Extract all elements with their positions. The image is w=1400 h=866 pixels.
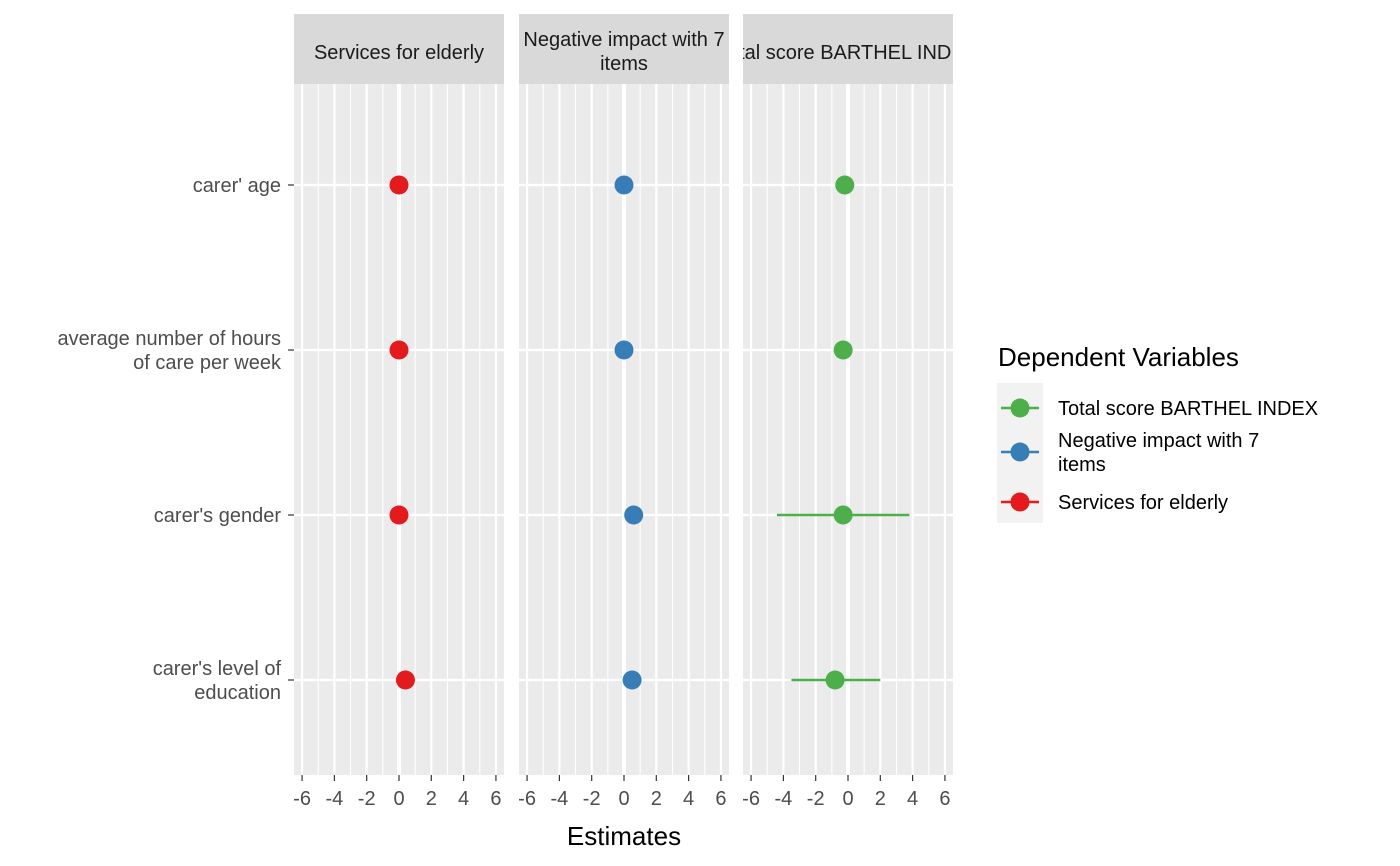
estimate-point <box>389 175 409 195</box>
facet-panel-total-score-barthel-index: Total score BARTHEL INDEX <box>718 14 978 775</box>
legend-entry-label: Total score BARTHEL INDEX <box>1058 398 1318 420</box>
y-axis: carer' age average number of hours of care… <box>58 175 294 704</box>
x-tick-label: 6 <box>939 788 950 810</box>
x-tick-label: 4 <box>683 788 694 810</box>
legend-title: Dependent Variables <box>998 342 1239 372</box>
x-axis: -6 -4 -2 0 2 4 6 -6 -4 -2 0 2 4 6 -6 -4 -2 0 2 4 6 <box>293 775 950 810</box>
text-line: Negative impact with 7 <box>523 29 724 51</box>
x-tick-label: 0 <box>618 788 629 810</box>
x-axis-title: Estimates <box>567 821 681 851</box>
text-line: items <box>1058 454 1106 476</box>
x-tick-label: 0 <box>842 788 853 810</box>
text-line: Services for elderly <box>1058 492 1228 514</box>
x-tick-label: 2 <box>875 788 886 810</box>
text-line: Services for elderly <box>314 42 484 64</box>
legend-key-point <box>1010 398 1030 418</box>
x-tick-label: -2 <box>583 788 601 810</box>
x-tick-label: -6 <box>742 788 760 810</box>
y-tick-label: average number of hours of care per week <box>58 328 282 374</box>
text-line: average number of hours <box>58 328 281 350</box>
text-line: of care per week <box>133 352 282 374</box>
x-tick-label: 6 <box>490 788 501 810</box>
strip-label: Negative impact with 7 items <box>523 29 724 75</box>
strip-background <box>743 14 953 84</box>
legend-key-point <box>1010 442 1030 462</box>
x-tick-label: -4 <box>774 788 792 810</box>
y-tick-label: carer' age <box>193 175 281 197</box>
x-tick-label: 4 <box>907 788 918 810</box>
strip-background <box>294 14 504 84</box>
text-line: Total score BARTHEL INDEX <box>1058 398 1318 420</box>
text-line: Total score BARTHEL INDEX <box>718 42 978 64</box>
x-tick-label: 6 <box>715 788 726 810</box>
x-tick-label: 2 <box>426 788 437 810</box>
legend-entry-label: Negative impact with 7 items <box>1058 430 1259 476</box>
x-tick-label: 0 <box>393 788 404 810</box>
estimate-point <box>614 340 634 360</box>
text-line: carer' age <box>193 175 281 197</box>
estimate-point <box>624 505 644 525</box>
text-line: education <box>194 682 281 704</box>
x-tick-label: -4 <box>325 788 343 810</box>
x-tick-label: -6 <box>518 788 536 810</box>
x-tick-label: -6 <box>293 788 311 810</box>
estimate-point <box>389 505 409 525</box>
estimate-point <box>825 670 845 690</box>
estimate-point <box>389 340 409 360</box>
text-line: items <box>600 53 648 75</box>
strip-background <box>519 14 729 84</box>
estimate-point <box>395 670 415 690</box>
legend-entry-label: Services for elderly <box>1058 492 1228 514</box>
facet-panels: Services for elderly Negative impact with… <box>294 14 978 775</box>
x-tick-label: -2 <box>807 788 825 810</box>
y-tick-label: carer's gender <box>154 505 282 527</box>
strip-label: Services for elderly <box>314 42 484 64</box>
facet-panel-negative-impact-with-7-items: Negative impact with 7 items <box>519 14 729 775</box>
facet-panel-services-for-elderly: Services for elderly <box>294 14 504 775</box>
x-tick-label: 2 <box>651 788 662 810</box>
estimate-point <box>622 670 642 690</box>
x-tick-label: 4 <box>458 788 469 810</box>
estimate-point <box>835 175 855 195</box>
estimate-point <box>833 505 853 525</box>
x-tick-label: -4 <box>550 788 568 810</box>
x-tick-label: -2 <box>358 788 376 810</box>
text-line: Negative impact with 7 <box>1058 430 1259 452</box>
legend: Dependent Variables Total score BARTHEL … <box>997 342 1318 523</box>
strip-label: Total score BARTHEL INDEX <box>718 42 978 64</box>
estimate-point <box>833 340 853 360</box>
legend-key-point <box>1010 492 1030 512</box>
text-line: carer's gender <box>154 505 282 527</box>
y-tick-label: carer's level of education <box>153 658 282 704</box>
estimate-point <box>614 175 634 195</box>
text-line: carer's level of <box>153 658 282 680</box>
